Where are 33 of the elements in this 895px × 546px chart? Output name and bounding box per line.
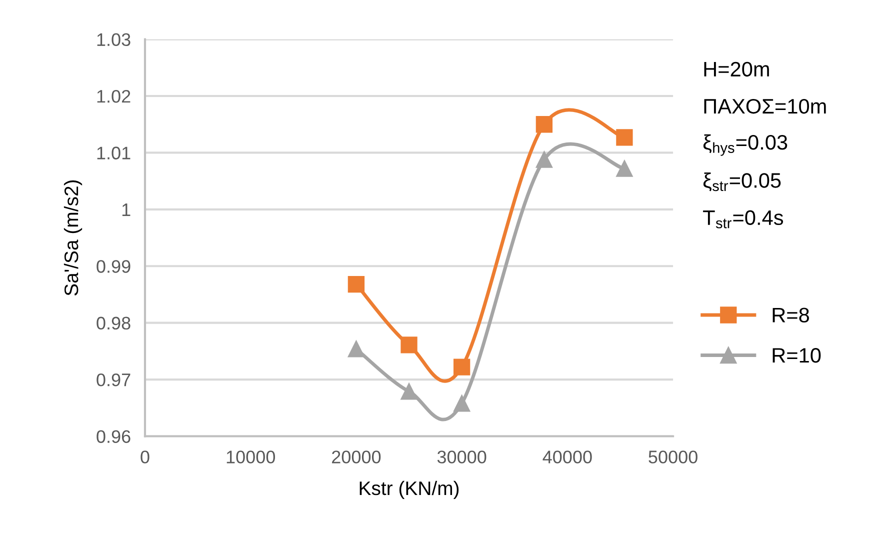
x-axis-title: Kstr (KN/m)	[360, 480, 459, 499]
y-axis-title: Sa'/Sa (m/s2)	[64, 180, 82, 296]
y-tick-label: 1.01	[97, 146, 130, 160]
text: ξ$_{hys}$=0.03	[703, 134, 788, 156]
legend-label: R=10	[772, 348, 821, 363]
y-tick-label: 0.98	[96, 316, 130, 330]
x-tick-label: 30000	[437, 450, 486, 464]
y-tick-label: 1.02	[97, 90, 130, 103]
x-tick-label: 0	[140, 450, 150, 464]
text: ξ$_{str}$=0.05	[703, 172, 781, 192]
x-tick-label: 10000	[226, 450, 275, 464]
y-tick-label: 1.03	[97, 33, 130, 46]
text: H=20m	[704, 62, 769, 77]
point	[348, 340, 365, 358]
text: T$_{str}$=0.4s	[703, 210, 784, 228]
x-tick-label: 40000	[542, 450, 592, 464]
point	[536, 116, 553, 133]
text: ΠΑΧΟΣ=10m	[704, 98, 826, 114]
y-tick-label: 0.97	[96, 373, 130, 386]
point	[453, 358, 470, 376]
y-tick-label: 1	[122, 204, 130, 216]
x-tick-label: 50000	[648, 450, 698, 464]
point	[400, 383, 418, 400]
point	[616, 160, 633, 177]
point	[616, 129, 633, 146]
point	[453, 395, 470, 412]
point	[536, 151, 553, 168]
x-tick-label: 20000	[332, 450, 381, 464]
y-tick-label: 0.99	[96, 260, 130, 273]
point	[348, 276, 365, 293]
legend-label: R=8	[772, 308, 809, 322]
point	[400, 336, 418, 354]
y-tick-label: 0.96	[96, 430, 130, 443]
